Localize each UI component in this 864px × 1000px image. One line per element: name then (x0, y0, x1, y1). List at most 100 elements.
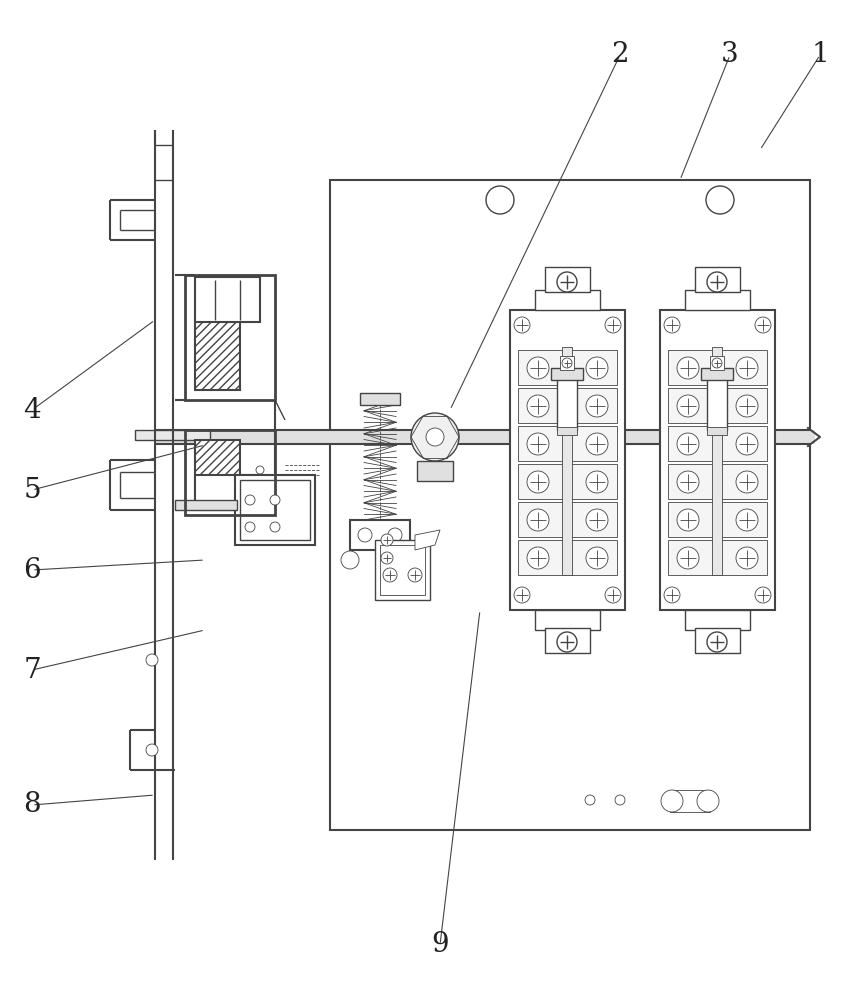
Circle shape (383, 568, 397, 582)
Bar (557, 427, 577, 435)
Circle shape (605, 317, 621, 333)
Bar (185, 275, 275, 400)
Text: 9: 9 (431, 932, 448, 958)
Circle shape (527, 357, 549, 379)
Circle shape (586, 433, 608, 455)
Bar (557, 375, 577, 430)
Circle shape (341, 551, 359, 569)
Text: 6: 6 (23, 556, 41, 584)
Circle shape (146, 744, 158, 756)
Bar (535, 290, 600, 310)
Circle shape (381, 552, 393, 564)
Circle shape (697, 790, 719, 812)
Bar (185, 430, 275, 515)
Polygon shape (415, 530, 440, 550)
Circle shape (514, 587, 530, 603)
Circle shape (426, 428, 444, 446)
Bar (551, 368, 583, 380)
Bar (518, 502, 617, 537)
Circle shape (664, 317, 680, 333)
Bar (135, 430, 210, 440)
Bar (518, 540, 617, 575)
Bar (375, 540, 430, 600)
Circle shape (527, 433, 549, 455)
Bar (240, 480, 310, 540)
Bar (545, 267, 590, 292)
Circle shape (270, 495, 280, 505)
Circle shape (677, 433, 699, 455)
Text: 1: 1 (811, 41, 829, 68)
Circle shape (677, 357, 699, 379)
Circle shape (245, 522, 255, 532)
Bar (330, 180, 810, 830)
Bar (660, 310, 775, 610)
Circle shape (557, 272, 577, 292)
Text: 3: 3 (721, 41, 739, 68)
Bar (701, 368, 733, 380)
Bar (685, 610, 750, 630)
Text: 4: 4 (23, 396, 41, 424)
Circle shape (256, 466, 264, 474)
Circle shape (270, 522, 280, 532)
Circle shape (381, 534, 393, 546)
Bar (195, 277, 260, 322)
Bar (380, 545, 425, 595)
Bar (195, 475, 260, 510)
Bar (417, 461, 453, 481)
Circle shape (527, 509, 549, 531)
Circle shape (706, 186, 734, 214)
Circle shape (586, 357, 608, 379)
Bar (175, 500, 237, 510)
Circle shape (707, 632, 727, 652)
Circle shape (514, 317, 530, 333)
Bar (695, 628, 740, 653)
Bar (707, 375, 727, 430)
Circle shape (755, 587, 771, 603)
Bar (562, 347, 572, 575)
Circle shape (736, 357, 758, 379)
Bar (518, 426, 617, 461)
Circle shape (736, 471, 758, 493)
Circle shape (755, 317, 771, 333)
Bar (695, 267, 740, 292)
Circle shape (411, 413, 459, 461)
Circle shape (557, 632, 577, 652)
Bar (668, 388, 767, 423)
Circle shape (661, 790, 683, 812)
Bar (712, 347, 722, 575)
Circle shape (527, 395, 549, 417)
Circle shape (586, 509, 608, 531)
Bar (518, 388, 617, 423)
Circle shape (736, 509, 758, 531)
Bar (668, 502, 767, 537)
Circle shape (664, 587, 680, 603)
Circle shape (245, 495, 255, 505)
Circle shape (586, 395, 608, 417)
Bar (195, 320, 240, 390)
Text: 7: 7 (23, 656, 41, 684)
Circle shape (712, 358, 722, 368)
Bar (518, 350, 617, 385)
Circle shape (527, 471, 549, 493)
Text: 8: 8 (23, 792, 41, 818)
Bar (685, 290, 750, 310)
Bar (668, 540, 767, 575)
Circle shape (677, 509, 699, 531)
Text: 5: 5 (23, 477, 41, 504)
Circle shape (677, 547, 699, 569)
Bar (510, 310, 625, 610)
Bar (350, 520, 410, 550)
Circle shape (677, 471, 699, 493)
Bar (195, 440, 240, 500)
Circle shape (527, 547, 549, 569)
Circle shape (358, 528, 372, 542)
Circle shape (486, 186, 514, 214)
Circle shape (605, 587, 621, 603)
Bar (707, 427, 727, 435)
Bar (670, 790, 710, 812)
Circle shape (736, 395, 758, 417)
Text: 2: 2 (611, 41, 629, 68)
Bar (668, 464, 767, 499)
Circle shape (707, 272, 727, 292)
Circle shape (146, 654, 158, 666)
